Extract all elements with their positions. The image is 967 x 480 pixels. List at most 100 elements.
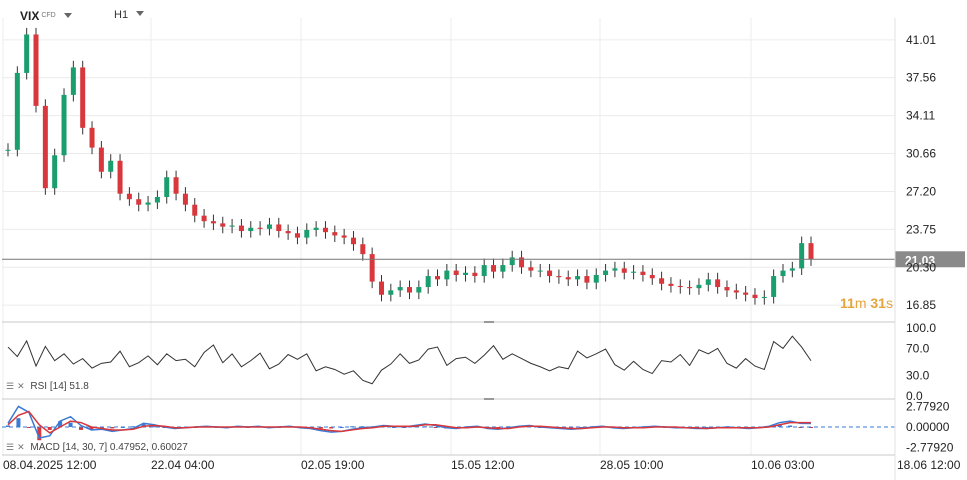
candle	[547, 270, 553, 277]
countdown-seconds: 31	[870, 295, 886, 311]
candle	[332, 232, 338, 236]
candle	[612, 268, 618, 271]
pane-resize-handle	[484, 321, 494, 323]
candle	[640, 271, 646, 275]
candle	[369, 254, 375, 282]
macd-histogram-bar	[58, 421, 63, 427]
candle	[322, 227, 328, 233]
countdown-minutes-unit: m	[854, 295, 867, 311]
current-price-line: 21.03	[2, 251, 965, 268]
rsi-pane	[7, 335, 812, 385]
symbol-selector[interactable]: VIX CFD	[20, 9, 72, 23]
candle	[453, 270, 459, 275]
candle	[154, 197, 160, 203]
candle	[631, 271, 637, 273]
macd-line	[7, 405, 812, 439]
current-price-tag	[895, 251, 965, 268]
macd-histogram-bar	[579, 427, 584, 428]
macd-histogram-bar	[68, 422, 73, 427]
candle	[771, 276, 777, 297]
macd-histogram-bar	[496, 427, 501, 428]
rsi-tick-label: 0.0	[906, 389, 923, 403]
candle	[584, 276, 590, 283]
candle	[575, 276, 581, 280]
candle	[687, 287, 693, 289]
macd-tick-label: 0.00000	[906, 420, 950, 434]
candle	[724, 287, 730, 291]
candle	[117, 160, 123, 194]
candle	[509, 257, 515, 266]
close-icon[interactable]: ✕	[17, 381, 25, 391]
candle	[715, 279, 721, 288]
candle	[42, 105, 48, 189]
macd-histogram-bar	[37, 427, 42, 441]
candle	[313, 227, 319, 230]
price-tick-label: 37.56	[906, 71, 936, 85]
settings-icon[interactable]: ☰	[6, 442, 15, 452]
settings-icon[interactable]: ☰	[6, 381, 15, 391]
candle	[780, 270, 786, 277]
macd-title: MACD [14, 30, 7]	[30, 442, 108, 453]
macd-histogram-bar	[152, 426, 156, 428]
candle	[164, 177, 170, 198]
macd-histogram-bar	[110, 427, 115, 429]
candle	[556, 276, 562, 278]
timeframe-selector[interactable]: H1	[114, 9, 145, 21]
rsi-legend[interactable]: ☰ ✕ RSI [14] 51.8	[6, 381, 89, 392]
candle	[500, 265, 506, 272]
candle	[435, 276, 441, 280]
candle	[752, 294, 758, 299]
macd-pane	[2, 405, 895, 441]
candle	[294, 233, 300, 238]
candle-countdown: 11m 31s	[840, 295, 893, 311]
macd-histogram-bar	[16, 418, 21, 427]
candle	[416, 287, 422, 293]
candle	[649, 274, 655, 279]
candle	[481, 265, 487, 277]
pane-resize-handle	[484, 398, 494, 400]
candle	[61, 94, 67, 156]
candle	[388, 290, 394, 295]
candle	[14, 72, 20, 150]
candle	[350, 237, 356, 245]
macd-histogram-bar	[318, 427, 323, 429]
time-tick-label: 18.06 12:00	[897, 458, 961, 472]
macd-histogram-bar	[89, 427, 94, 430]
macd-tick-label: -2.77920	[906, 440, 954, 454]
price-tick-label: 41.01	[906, 33, 936, 47]
candle	[173, 177, 179, 194]
candle	[238, 225, 244, 232]
macd-axis: 2.77920 0.00000 -2.77920	[906, 400, 954, 455]
candle	[407, 287, 412, 293]
price-tick-label: 20.30	[906, 260, 936, 274]
candle	[210, 221, 216, 224]
candle	[5, 149, 11, 151]
candle	[89, 127, 95, 148]
macd-value-1: 0.47952	[109, 442, 147, 453]
candle	[24, 34, 30, 73]
candle	[444, 270, 450, 280]
candle	[463, 272, 469, 275]
current-price-label: 21.03	[905, 253, 935, 267]
macd-histogram-bar	[704, 427, 709, 428]
signal-line	[7, 410, 811, 434]
candle	[528, 267, 534, 271]
candle	[52, 155, 58, 189]
candle	[603, 270, 609, 275]
grid-lines	[2, 18, 895, 455]
price-axis[interactable]: 41.01 37.56 34.11 30.66 27.20 23.75 20.30 16.85	[906, 33, 936, 312]
close-icon[interactable]: ✕	[17, 442, 25, 452]
time-axis[interactable]: 08.04.2025 12:00 22.04 04:00 02.05 19:00 15…	[3, 458, 961, 472]
candle	[33, 34, 39, 106]
rsi-tick-label: 30.0	[906, 369, 930, 383]
time-tick-label: 22.04 04:00	[151, 458, 215, 472]
candle	[70, 67, 76, 95]
time-tick-label: 15.05 12:00	[451, 458, 515, 472]
macd-legend[interactable]: ☰ ✕ MACD [14, 30, 7] 0.47952, 0.60027	[6, 442, 188, 453]
pane-separators[interactable]	[2, 18, 896, 480]
candle	[285, 231, 291, 234]
candle	[799, 243, 805, 269]
candle	[808, 243, 814, 260]
candle	[182, 193, 188, 205]
